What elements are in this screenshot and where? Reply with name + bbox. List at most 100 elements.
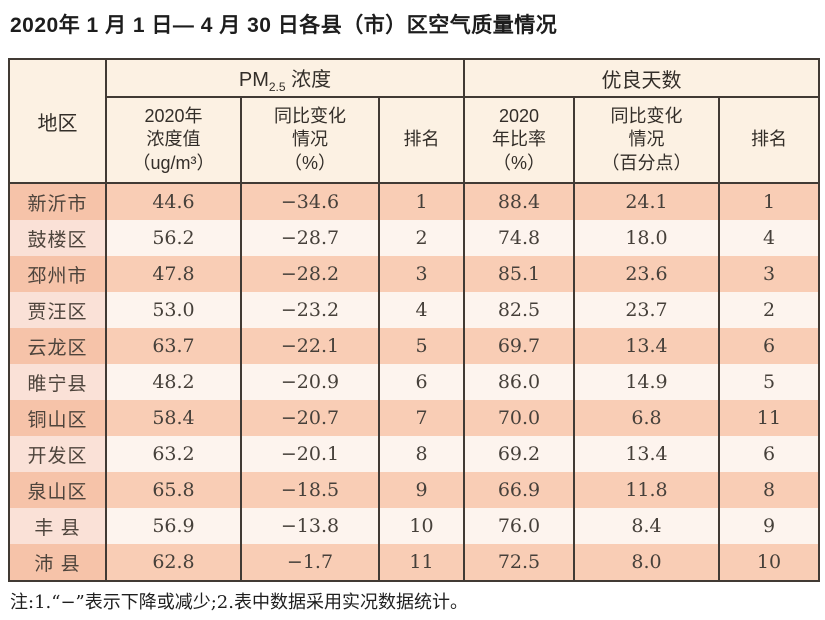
good-ratio-cell: 74.8 (463, 220, 574, 256)
good-ratio-cell: 76.0 (463, 508, 574, 544)
good-ratio-cell: 86.0 (463, 364, 574, 400)
good-change-cell: 13.4 (573, 436, 719, 472)
pm-rank-cell: 1 (378, 183, 464, 220)
pm-change-cell: −34.6 (240, 183, 379, 220)
good-change-cell: 8.0 (573, 544, 719, 581)
region-cell: 贾汪区 (8, 292, 106, 328)
region-cell: 邳州市 (8, 256, 106, 292)
pm-rank-cell: 9 (378, 472, 464, 508)
table-row: 鼓楼区 56.2 −28.7 2 74.8 18.0 4 (8, 220, 820, 256)
good-ratio-cell: 70.0 (463, 400, 574, 436)
region-cell: 开发区 (8, 436, 106, 472)
pm25-label-prefix: PM (238, 68, 269, 91)
good-change-cell: 24.1 (573, 183, 719, 220)
pm25-label-suffix: 浓度 (285, 68, 332, 91)
region-cell: 鼓楼区 (8, 220, 106, 256)
region-cell: 铜山区 (8, 400, 106, 436)
good-rank-cell: 9 (717, 508, 820, 544)
region-cell: 丰 县 (8, 508, 106, 544)
col-header-good-rank: 排名 (717, 97, 820, 184)
good-change-cell: 23.7 (573, 292, 719, 328)
pm-rank-cell: 6 (378, 364, 464, 400)
good-change-cell: 14.9 (573, 364, 719, 400)
pm-value-cell: 58.4 (105, 400, 241, 436)
table-row: 新沂市 44.6 −34.6 1 88.4 24.1 1 (8, 183, 820, 220)
col-header-good-change: 同比变化 情况 （百分点） (573, 97, 719, 184)
header-sub-row: 2020年 浓度值 （ug/m³） 同比变化 情况 （%） 排名 2020 年比… (9, 97, 820, 184)
good-rank-cell: 6 (717, 436, 820, 472)
good-rank-cell: 11 (717, 400, 820, 436)
good-change-cell: 23.6 (573, 256, 719, 292)
pm-rank-cell: 3 (378, 256, 464, 292)
good-ratio-cell: 88.4 (463, 183, 574, 220)
pm-value-cell: 47.8 (105, 256, 241, 292)
table-header: 地区 PM2.5 浓度 优良天数 2020年 浓度值 （ug/m³） 同比变化 … (8, 59, 820, 184)
table-row: 睢宁县 48.2 −20.9 6 86.0 14.9 5 (8, 364, 820, 400)
good-change-cell: 11.8 (573, 472, 719, 508)
good-change-cell: 6.8 (573, 400, 719, 436)
header-pm25-group: PM2.5 浓度 (105, 59, 464, 98)
col-header-pm-value: 2020年 浓度值 （ug/m³） (105, 97, 241, 184)
region-cell: 新沂市 (8, 183, 106, 220)
pm-value-cell: 63.7 (105, 328, 241, 364)
good-change-cell: 8.4 (573, 508, 719, 544)
region-cell: 睢宁县 (8, 364, 106, 400)
page-title: 2020年 1 月 1 日— 4 月 30 日各县（市）区空气质量情况 (10, 14, 558, 37)
good-rank-cell: 4 (717, 220, 820, 256)
good-rank-cell: 2 (717, 292, 820, 328)
good-rank-cell: 5 (717, 364, 820, 400)
pm-rank-cell: 10 (378, 508, 464, 544)
pm-change-cell: −13.8 (240, 508, 379, 544)
pm-value-cell: 44.6 (105, 183, 241, 220)
col-header-good-ratio: 2020 年比率 （%） (463, 97, 574, 184)
pm-value-cell: 53.0 (105, 292, 241, 328)
table-row: 云龙区 63.7 −22.1 5 69.7 13.4 6 (8, 328, 820, 364)
good-ratio-cell: 69.2 (463, 436, 574, 472)
table-row: 沛 县 62.8 −1.7 11 72.5 8.0 10 (8, 544, 820, 581)
pm-value-cell: 48.2 (105, 364, 241, 400)
good-change-cell: 18.0 (573, 220, 719, 256)
pm-change-cell: −1.7 (240, 544, 379, 581)
good-rank-cell: 6 (717, 328, 820, 364)
table-row: 泉山区 65.8 −18.5 9 66.9 11.8 8 (8, 472, 820, 508)
pm-change-cell: −28.7 (240, 220, 379, 256)
pm-rank-cell: 5 (378, 328, 464, 364)
good-rank-cell: 3 (717, 256, 820, 292)
good-ratio-cell: 85.1 (463, 256, 574, 292)
header-group-row: 地区 PM2.5 浓度 优良天数 (8, 59, 820, 184)
header-good-days-group: 优良天数 (462, 59, 820, 98)
pm-change-cell: −20.9 (240, 364, 379, 400)
table-row: 开发区 63.2 −20.1 8 69.2 13.4 6 (8, 436, 820, 472)
good-rank-cell: 10 (717, 544, 820, 581)
pm-value-cell: 62.8 (105, 544, 241, 581)
pm-rank-cell: 2 (378, 220, 464, 256)
pm-change-cell: −20.1 (240, 436, 379, 472)
pm-rank-cell: 4 (378, 292, 464, 328)
pm-value-cell: 56.2 (105, 220, 241, 256)
pm-change-cell: −20.7 (240, 400, 379, 436)
table-row: 铜山区 58.4 −20.7 7 70.0 6.8 11 (8, 400, 820, 436)
table-row: 丰 县 56.9 −13.8 10 76.0 8.4 9 (8, 508, 820, 544)
good-ratio-cell: 66.9 (463, 472, 574, 508)
region-cell: 云龙区 (8, 328, 106, 364)
pm-value-cell: 56.9 (105, 508, 241, 544)
region-cell: 泉山区 (8, 472, 106, 508)
region-cell: 沛 县 (8, 544, 106, 581)
pm-change-cell: −18.5 (240, 472, 379, 508)
pm-change-cell: −23.2 (240, 292, 379, 328)
good-ratio-cell: 82.5 (463, 292, 574, 328)
air-quality-table: 地区 PM2.5 浓度 优良天数 2020年 浓度值 （ug/m³） 同比变化 … (8, 58, 821, 582)
pm-rank-cell: 11 (378, 544, 464, 581)
pm-change-cell: −28.2 (240, 256, 379, 292)
pm-rank-cell: 7 (378, 400, 464, 436)
header-region: 地区 (8, 59, 106, 184)
table-body: 新沂市 44.6 −34.6 1 88.4 24.1 1 鼓楼区 56.2 −2… (8, 183, 820, 581)
good-rank-cell: 8 (717, 472, 820, 508)
col-header-pm-change: 同比变化 情况 （%） (240, 97, 379, 184)
table-row: 贾汪区 53.0 −23.2 4 82.5 23.7 2 (8, 292, 820, 328)
good-ratio-cell: 69.7 (463, 328, 574, 364)
footnote: 注:1.“−”表示下降或减少;2.表中数据采用实况数据统计。 (10, 592, 468, 613)
pm-value-cell: 65.8 (105, 472, 241, 508)
pm-rank-cell: 8 (378, 436, 464, 472)
col-header-pm-rank: 排名 (378, 97, 464, 184)
